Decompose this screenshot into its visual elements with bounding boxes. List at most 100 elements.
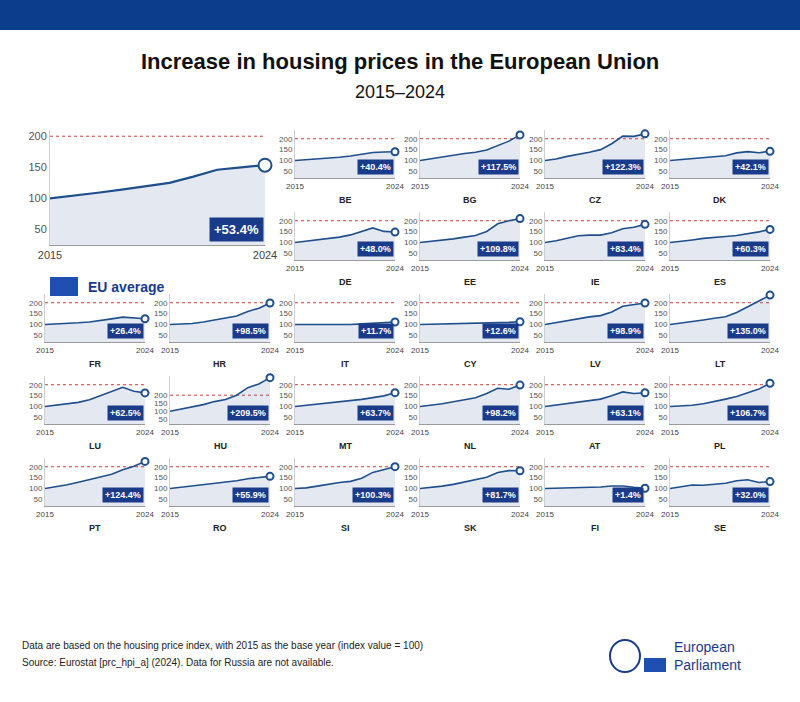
- svg-text:50: 50: [158, 331, 167, 340]
- svg-text:100: 100: [654, 320, 668, 329]
- svg-text:200: 200: [404, 299, 418, 308]
- svg-text:+40.4%: +40.4%: [360, 162, 391, 172]
- svg-text:2024: 2024: [511, 510, 529, 519]
- svg-text:Increase in housing prices in: Increase in housing prices in the Europe…: [141, 49, 659, 74]
- svg-text:50: 50: [533, 167, 542, 176]
- svg-text:+63.7%: +63.7%: [360, 408, 391, 418]
- svg-text:2024: 2024: [511, 428, 529, 437]
- svg-text:50: 50: [533, 249, 542, 258]
- svg-text:150: 150: [654, 227, 668, 236]
- svg-text:LT: LT: [715, 359, 726, 369]
- svg-text:2024: 2024: [761, 510, 779, 519]
- svg-text:EE: EE: [464, 277, 476, 287]
- svg-text:2015: 2015: [661, 264, 679, 273]
- svg-text:50: 50: [658, 249, 667, 258]
- svg-text:100: 100: [529, 402, 543, 411]
- svg-text:150: 150: [529, 309, 543, 318]
- svg-text:2024: 2024: [761, 264, 779, 273]
- svg-text:+60.3%: +60.3%: [735, 244, 766, 254]
- svg-text:2015: 2015: [536, 428, 554, 437]
- svg-text:100: 100: [654, 238, 668, 247]
- svg-text:200: 200: [529, 217, 543, 226]
- svg-text:PT: PT: [89, 523, 101, 533]
- svg-text:+124.4%: +124.4%: [105, 490, 141, 500]
- svg-text:100: 100: [654, 402, 668, 411]
- svg-text:SE: SE: [714, 523, 726, 533]
- svg-text:50: 50: [533, 413, 542, 422]
- svg-text:+81.7%: +81.7%: [485, 490, 516, 500]
- svg-text:2015: 2015: [411, 510, 429, 519]
- svg-text:2015: 2015: [161, 510, 179, 519]
- svg-text:200: 200: [29, 299, 43, 308]
- svg-text:100: 100: [29, 484, 43, 493]
- svg-text:SK: SK: [464, 523, 477, 533]
- svg-text:2024: 2024: [511, 182, 529, 191]
- svg-text:+11.7%: +11.7%: [361, 326, 391, 336]
- svg-text:200: 200: [154, 299, 168, 308]
- svg-text:150: 150: [154, 399, 168, 408]
- svg-text:2015: 2015: [411, 182, 429, 191]
- svg-text:150: 150: [654, 391, 668, 400]
- svg-text:2015: 2015: [286, 346, 304, 355]
- svg-text:RO: RO: [213, 523, 227, 533]
- svg-text:+62.5%: +62.5%: [110, 408, 141, 418]
- svg-text:2015: 2015: [536, 264, 554, 273]
- svg-text:+100.3%: +100.3%: [355, 490, 391, 500]
- svg-text:100: 100: [529, 238, 543, 247]
- svg-text:150: 150: [654, 309, 668, 318]
- svg-text:50: 50: [533, 495, 542, 504]
- svg-text:100: 100: [279, 156, 293, 165]
- svg-text:150: 150: [29, 309, 43, 318]
- svg-text:200: 200: [279, 217, 293, 226]
- svg-text:50: 50: [283, 495, 292, 504]
- svg-text:+32.0%: +32.0%: [735, 490, 766, 500]
- svg-text:2015: 2015: [536, 510, 554, 519]
- svg-text:FR: FR: [89, 359, 101, 369]
- svg-text:150: 150: [29, 473, 43, 482]
- svg-text:+209.5%: +209.5%: [230, 408, 266, 418]
- svg-text:150: 150: [404, 145, 418, 154]
- svg-text:50: 50: [408, 413, 417, 422]
- svg-text:50: 50: [408, 167, 417, 176]
- svg-text:50: 50: [158, 495, 167, 504]
- svg-text:LV: LV: [590, 359, 601, 369]
- svg-text:200: 200: [154, 391, 168, 400]
- svg-text:+122.3%: +122.3%: [605, 162, 641, 172]
- svg-text:LU: LU: [89, 441, 101, 451]
- svg-text:+63.1%: +63.1%: [610, 408, 641, 418]
- svg-text:100: 100: [154, 320, 168, 329]
- svg-text:2015: 2015: [286, 428, 304, 437]
- svg-text:150: 150: [279, 473, 293, 482]
- svg-text:2015: 2015: [36, 510, 54, 519]
- svg-text:2024: 2024: [386, 510, 404, 519]
- svg-text:2024: 2024: [136, 428, 154, 437]
- svg-text:2024: 2024: [261, 510, 279, 519]
- svg-text:2024: 2024: [386, 346, 404, 355]
- svg-text:CZ: CZ: [589, 195, 601, 205]
- svg-text:+98.5%: +98.5%: [235, 326, 266, 336]
- svg-text:150: 150: [404, 227, 418, 236]
- svg-text:2015: 2015: [411, 428, 429, 437]
- svg-text:2024: 2024: [761, 428, 779, 437]
- svg-text:100: 100: [279, 320, 293, 329]
- svg-text:200: 200: [654, 463, 668, 472]
- svg-text:2015: 2015: [36, 346, 54, 355]
- svg-text:50: 50: [283, 331, 292, 340]
- svg-text:150: 150: [529, 391, 543, 400]
- svg-text:2015: 2015: [661, 346, 679, 355]
- svg-text:2024: 2024: [761, 182, 779, 191]
- svg-text:2024: 2024: [636, 428, 654, 437]
- svg-text:200: 200: [529, 135, 543, 144]
- svg-text:50: 50: [33, 413, 42, 422]
- svg-text:150: 150: [154, 309, 168, 318]
- svg-text:100: 100: [154, 407, 168, 416]
- svg-text:50: 50: [408, 495, 417, 504]
- svg-text:50: 50: [658, 167, 667, 176]
- svg-text:2024: 2024: [636, 182, 654, 191]
- svg-text:+106.7%: +106.7%: [730, 408, 766, 418]
- svg-text:200: 200: [154, 463, 168, 472]
- svg-text:150: 150: [154, 473, 168, 482]
- svg-text:100: 100: [279, 402, 293, 411]
- svg-text:200: 200: [404, 463, 418, 472]
- svg-text:150: 150: [29, 391, 43, 400]
